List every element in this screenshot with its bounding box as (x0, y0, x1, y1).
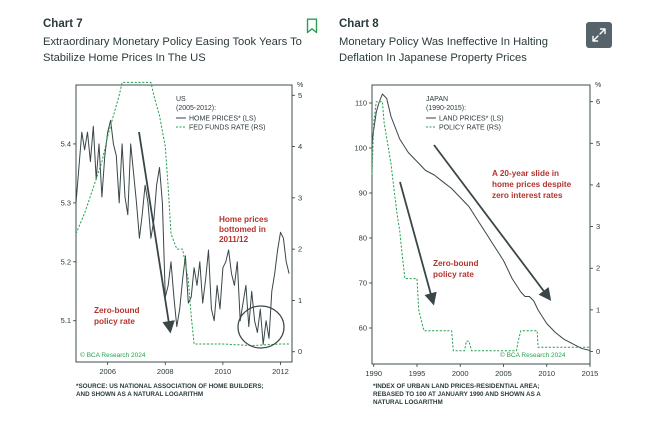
chart-7-x-tick-1: 2008 (157, 367, 174, 376)
chart-7-annotation-2-line-1: Zero-bound (94, 306, 139, 315)
chart-8-source-line-1: *INDEX OF URBAN LAND PRICES-RESIDENTIAL … (373, 383, 540, 390)
chart-8-series-solid-line (371, 93, 591, 351)
chart-8-legend-header-1: JAPAN (426, 96, 448, 103)
chart-7-source-line-1: *SOURCE: US NATIONAL ASSOCIATION OF HOME… (76, 383, 264, 390)
chart-7-series-dashed-line (75, 81, 290, 347)
chart-8-title-line-2: Deflation In Japanese Property Prices (339, 52, 527, 64)
chart-8-frame (371, 84, 591, 365)
chart-8-arrow-upper (433, 144, 552, 301)
bookmark-button[interactable] (306, 18, 318, 34)
chart-7-x-tick-0: 2006 (99, 367, 116, 376)
bookmark-icon (306, 18, 318, 34)
chart-8-copyright: © BCA Research 2024 (500, 351, 566, 359)
chart-7-legend-header-1: US (176, 96, 186, 103)
chart-8-y-left-tick-2: 90 (359, 189, 367, 198)
chart-7-legend-home-prices: HOME PRICES* (LS) (189, 116, 256, 123)
chart-7-y-right-tick-1: 4 (298, 142, 302, 151)
chart-7-y-right-tick-3: 2 (298, 245, 302, 254)
chart-8-y-right-tick-3: 3 (596, 222, 600, 231)
chart-7-bottom-circle (237, 305, 285, 349)
chart-8-plot: % 1990 1995 2000 2005 2010 201511010090807060… (354, 82, 601, 378)
chart-8-y-right-tick-4: 2 (596, 264, 600, 273)
chart-7-y-left-tick-0: 5.4 (61, 139, 71, 148)
chart-7-y-left-tick-3: 5.1 (61, 316, 71, 325)
chart-7-x-tick-3: 2012 (272, 367, 289, 376)
chart-7-y-right-tick-2: 3 (298, 193, 302, 202)
chart-8-legend-policy-rate: POLICY RATE (RS) (439, 125, 501, 132)
chart-8-x-tick-2: 2000 (452, 369, 469, 378)
chart-8-y-left-tick-1: 100 (354, 144, 367, 153)
chart-8-series-dashed-line (371, 101, 590, 352)
chart-8-y-left-tick-3: 80 (359, 234, 367, 243)
chart-7-annotation-1-line-3: 2011/12 (219, 235, 249, 244)
chart-7-y-right-tick-5: 0 (298, 347, 302, 356)
chart-8-y-right-tick-2: 4 (596, 180, 600, 189)
chart-7-legend-fed-funds: FED FUNDS RATE (RS) (189, 125, 265, 132)
chart-8-annotation-2-line-1: Zero-bound (433, 259, 478, 268)
chart-8-y-right-tick-0: 6 (596, 97, 600, 106)
chart-7-source-line-2: AND SHOWN AS A NATURAL LOGARITHM (76, 391, 204, 398)
chart-7-y-left-tick-2: 5.2 (61, 257, 71, 266)
chart-8-y-left-tick-0: 110 (355, 99, 367, 108)
chart-8-source-line-3: NATURAL LOGARITHM (373, 399, 443, 406)
chart-8-y-left-tick-4: 70 (359, 279, 367, 288)
chart-7-y-right-tick-0: 5 (298, 91, 302, 100)
chart-7-x-tick-2: 2010 (215, 367, 232, 376)
chart-8-source-line-2: REBASED TO 100 AT JANUARY 1990 AND SHOWN… (373, 391, 541, 398)
chart-7-annotation-1-line-1: Home prices (219, 215, 269, 224)
chart-7-y-left-tick-1: 5.3 (61, 198, 71, 207)
chart-7-y-right-tick-4: 1 (298, 296, 302, 305)
chart-8-legend-land-prices: LAND PRICES* (LS) (439, 116, 504, 123)
chart-8-x-tick-1: 1995 (409, 369, 426, 378)
chart-7-label: Chart 7 (43, 18, 83, 30)
chart-8-y-left-tick-5: 60 (359, 324, 367, 333)
chart-7-series-solid-line (75, 119, 290, 345)
chart-8-annotation-1-line-2: home prices despite (492, 180, 572, 189)
chart-7-unit-right: % (297, 82, 303, 89)
chart-7-arrow (138, 131, 175, 334)
chart-8-x-tick-0: 1990 (365, 369, 382, 378)
chart-8-title-line-1: Monetary Policy Was Ineffective In Halti… (339, 36, 548, 48)
chart-8-x-tick-4: 2010 (538, 369, 555, 378)
chart-7-annotation-1-line-2: bottomed in (219, 225, 266, 234)
chart-8-y-right-tick-1: 5 (596, 139, 600, 148)
expand-icon (592, 28, 606, 42)
chart-8-legend-header-2: (1990-2015): (426, 105, 466, 112)
chart-8-unit-right: % (595, 82, 601, 89)
chart-8-x-tick-5: 2015 (582, 369, 599, 378)
expand-button[interactable] (586, 22, 612, 48)
chart-7-copyright: © BCA Research 2024 (80, 351, 146, 359)
chart-7-title-line-1: Extraordinary Monetary Policy Easing Too… (43, 36, 302, 48)
chart-8-y-right-tick-5: 1 (596, 305, 600, 314)
chart-8-arrow-lower (399, 181, 437, 306)
chart-8-annotation-1-line-3: zero interest rates (492, 191, 563, 200)
chart-8-annotation-2-line-2: policy rate (433, 270, 474, 279)
chart-7-title-line-2: Stabilize Home Prices In The US (43, 52, 206, 64)
chart-7-annotation-2-line-2: policy rate (94, 317, 135, 326)
chart-8-x-tick-3: 2005 (495, 369, 512, 378)
chart-7-frame (75, 84, 293, 363)
chart-7-legend-header-2: (2005-2012): (176, 105, 216, 112)
chart-8-label: Chart 8 (339, 18, 379, 30)
chart-8-annotation-1-line-1: A 20-year slide in (492, 169, 559, 178)
chart-8-y-right-tick-6: 0 (596, 347, 600, 356)
